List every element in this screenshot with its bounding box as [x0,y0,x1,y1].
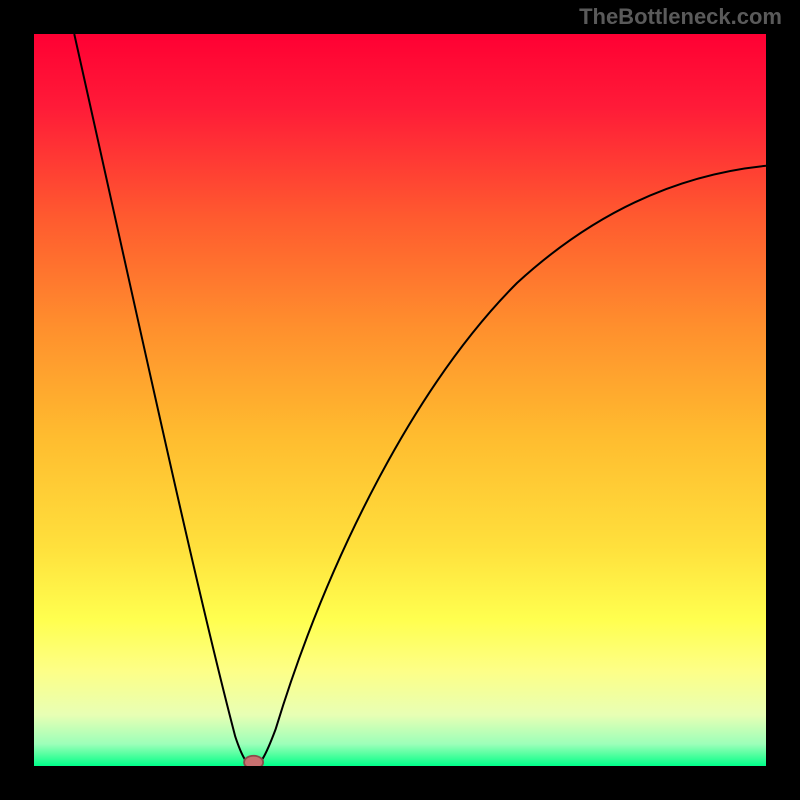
minimum-marker [244,756,263,766]
watermark-text: TheBottleneck.com [579,4,782,30]
plot-area [34,34,766,766]
chart-frame: TheBottleneck.com [0,0,800,800]
gradient-background [34,34,766,766]
chart-svg [34,34,766,766]
